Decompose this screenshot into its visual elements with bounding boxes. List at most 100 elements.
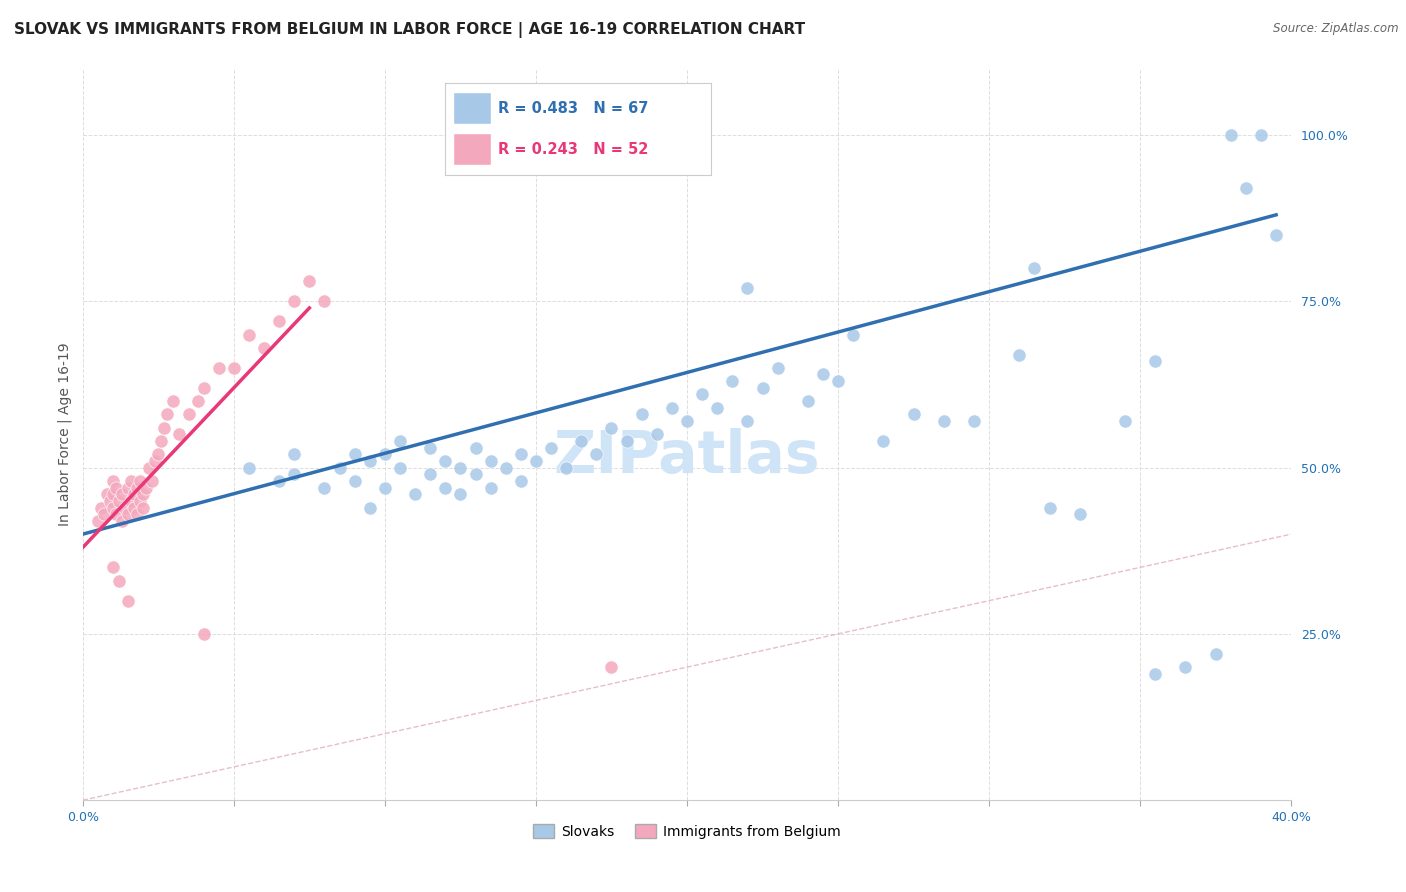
Point bbox=[676, 414, 699, 428]
Point bbox=[842, 327, 865, 342]
Point bbox=[479, 481, 502, 495]
Point bbox=[449, 487, 471, 501]
Point bbox=[111, 514, 134, 528]
Point bbox=[1234, 181, 1257, 195]
Point bbox=[90, 500, 112, 515]
Point bbox=[101, 474, 124, 488]
Point bbox=[434, 454, 457, 468]
Point bbox=[963, 414, 986, 428]
Point bbox=[193, 381, 215, 395]
Point bbox=[187, 394, 209, 409]
Point bbox=[117, 593, 139, 607]
Point bbox=[1114, 414, 1136, 428]
Point bbox=[616, 434, 638, 448]
Point bbox=[269, 474, 291, 488]
Point bbox=[253, 341, 276, 355]
Point bbox=[105, 481, 128, 495]
Point bbox=[108, 494, 131, 508]
Point bbox=[751, 381, 773, 395]
Point bbox=[343, 474, 366, 488]
Point bbox=[269, 314, 291, 328]
Text: ZIPatlas: ZIPatlas bbox=[554, 428, 820, 485]
Point bbox=[630, 408, 652, 422]
Point bbox=[1069, 507, 1091, 521]
Text: SLOVAK VS IMMIGRANTS FROM BELGIUM IN LABOR FORCE | AGE 16-19 CORRELATION CHART: SLOVAK VS IMMIGRANTS FROM BELGIUM IN LAB… bbox=[14, 22, 806, 38]
Point bbox=[208, 360, 231, 375]
Point bbox=[903, 408, 925, 422]
Point bbox=[1265, 227, 1288, 242]
Point bbox=[111, 487, 134, 501]
Point bbox=[96, 487, 118, 501]
Point bbox=[117, 507, 139, 521]
Point bbox=[283, 467, 305, 482]
Point bbox=[721, 374, 744, 388]
Point bbox=[797, 394, 820, 409]
Point bbox=[314, 294, 336, 309]
Point bbox=[120, 494, 142, 508]
Point bbox=[138, 460, 160, 475]
Point bbox=[479, 454, 502, 468]
Point bbox=[600, 660, 623, 674]
Point bbox=[98, 494, 121, 508]
Point bbox=[1144, 666, 1167, 681]
Point bbox=[464, 467, 486, 482]
Point bbox=[737, 281, 759, 295]
Point bbox=[388, 460, 411, 475]
Point bbox=[464, 441, 486, 455]
Point bbox=[298, 274, 321, 288]
Point bbox=[141, 474, 163, 488]
Point bbox=[156, 408, 179, 422]
Point bbox=[120, 474, 142, 488]
Point bbox=[737, 414, 759, 428]
Point bbox=[766, 360, 789, 375]
Point bbox=[811, 368, 834, 382]
Point bbox=[645, 427, 668, 442]
Point bbox=[872, 434, 894, 448]
Point bbox=[101, 560, 124, 574]
Point bbox=[359, 500, 381, 515]
Point bbox=[1219, 128, 1241, 142]
Point bbox=[661, 401, 683, 415]
Point bbox=[1174, 660, 1197, 674]
Point bbox=[314, 481, 336, 495]
Point bbox=[343, 447, 366, 461]
Point bbox=[404, 487, 426, 501]
Point bbox=[419, 441, 441, 455]
Point bbox=[153, 420, 176, 434]
Point bbox=[238, 460, 260, 475]
Point bbox=[129, 474, 152, 488]
Point bbox=[540, 441, 562, 455]
Point bbox=[150, 434, 173, 448]
Point bbox=[509, 474, 531, 488]
Point bbox=[283, 294, 305, 309]
Point bbox=[114, 500, 136, 515]
Point bbox=[374, 447, 396, 461]
Y-axis label: In Labor Force | Age 16-19: In Labor Force | Age 16-19 bbox=[58, 343, 72, 526]
Point bbox=[388, 434, 411, 448]
Point bbox=[600, 420, 623, 434]
Point bbox=[827, 374, 849, 388]
Point bbox=[101, 500, 124, 515]
Point bbox=[509, 447, 531, 461]
Point bbox=[105, 507, 128, 521]
Point bbox=[127, 481, 149, 495]
Point bbox=[434, 481, 457, 495]
Point bbox=[1205, 647, 1227, 661]
Point bbox=[177, 408, 200, 422]
Point bbox=[706, 401, 728, 415]
Point bbox=[419, 467, 441, 482]
Point bbox=[129, 494, 152, 508]
Point bbox=[585, 447, 607, 461]
Point bbox=[359, 454, 381, 468]
Point bbox=[283, 447, 305, 461]
Point bbox=[1250, 128, 1272, 142]
Point bbox=[127, 507, 149, 521]
Point bbox=[222, 360, 245, 375]
Point bbox=[108, 574, 131, 588]
Point bbox=[117, 481, 139, 495]
Point bbox=[1144, 354, 1167, 368]
Point bbox=[1038, 500, 1060, 515]
Point bbox=[148, 447, 170, 461]
Legend: Slovaks, Immigrants from Belgium: Slovaks, Immigrants from Belgium bbox=[527, 819, 846, 845]
Point bbox=[329, 460, 352, 475]
